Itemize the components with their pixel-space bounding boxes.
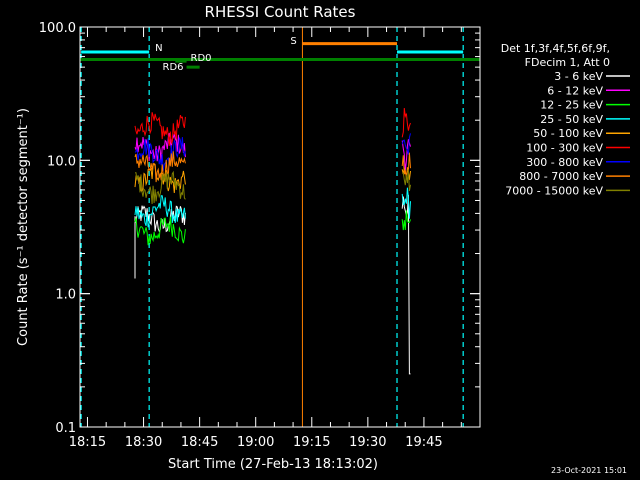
rd6-label: RD6 [163,62,184,73]
series-line-1-0 [134,132,186,163]
series-line-7-0 [134,151,186,183]
series-line-6-0 [134,137,186,171]
chart-title: RHESSI Count Rates [205,3,356,21]
y-tick-label: 100.0 [39,21,76,36]
axis-layer: 18:15 18:30 18:45 19:00 19:15 19:30 19:45 0.1 1.… [39,21,481,450]
legend-header: FDecim 1, Att 0 [525,56,610,69]
x-tick-label: 19:30 [349,435,386,450]
legend-header: Det 1f,3f,4f,5f,6f,9f, [501,42,610,55]
legend-entry-label: 6 - 12 keV [547,84,603,97]
series-line-8-0 [135,170,186,205]
x-tick-label: 18:45 [181,435,218,450]
series-line-3-1 [401,187,411,219]
series-line-6-1 [401,133,411,155]
legend-entry-label: 800 - 7000 keV [519,170,603,183]
saa-label: S [290,36,296,47]
legend-entry-label: 100 - 300 keV [526,142,603,155]
legend-entry-label: 300 - 800 keV [526,156,603,169]
legend-entry-label: 50 - 100 keV [533,127,603,140]
legend-entry-label: 7000 - 15000 keV [505,184,603,197]
series-line-2-1 [401,210,411,231]
legend-entry-label: 12 - 25 keV [540,99,603,112]
series-line-8-1 [402,169,411,192]
legend-entry-label: 3 - 6 keV [554,70,603,83]
plot-frame [79,26,481,428]
y-tick-label: 1.0 [55,288,76,303]
x-tick-label: 19:00 [237,435,274,450]
legend: Det 1f,3f,4f,5f,6f,9f,FDecim 1, Att 03 -… [501,42,630,197]
footer-date: 23-Oct-2021 15:01 [551,466,627,475]
y-tick-label: 0.1 [55,421,76,436]
x-tick-label: 18:15 [69,435,106,450]
series-line-2-0 [134,216,186,246]
annotation-layer: N S RD6 RD0 [155,36,297,73]
marker-layer [80,27,480,427]
x-tick-label: 19:15 [293,435,330,450]
y-tick-label: 10.0 [47,154,76,169]
legend-entry-label: 25 - 50 keV [540,113,603,126]
y-axis-title: Count Rate (s⁻¹ detector segment⁻¹) [16,108,31,346]
x-tick-label: 19:45 [405,435,442,450]
x-tick-label: 18:30 [125,435,162,450]
series-line-5-1 [401,107,411,138]
data-layer [134,107,411,375]
x-axis-title: Start Time (27-Feb-13 18:13:02) [168,457,378,472]
series-line-3-0 [134,195,186,228]
night-label: N [155,43,162,54]
series-line-5-0 [134,112,186,146]
rd0-label: RD0 [191,53,212,64]
